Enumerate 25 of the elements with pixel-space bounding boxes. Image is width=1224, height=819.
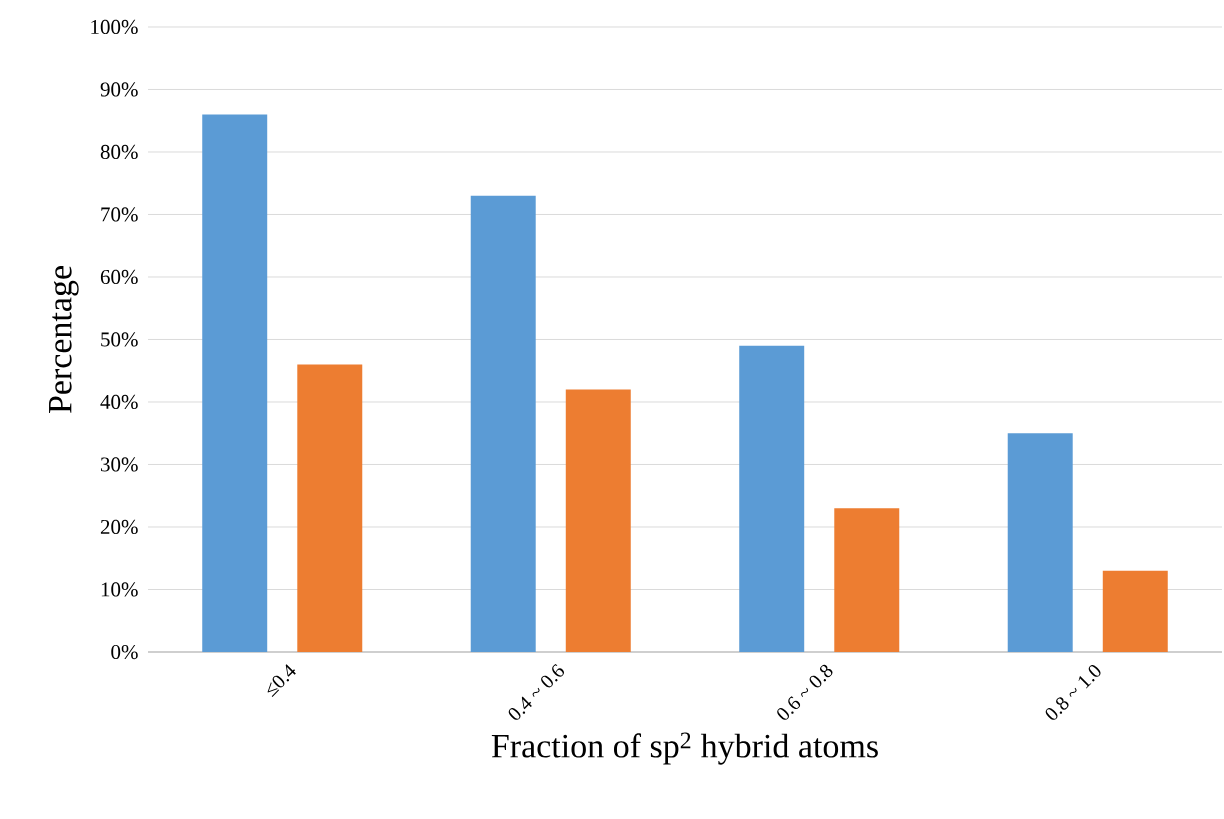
x-tick-label: 0.6 ~ 0.8 — [777, 664, 833, 720]
y-tick-label: 90% — [100, 82, 138, 97]
bar — [739, 345, 805, 652]
y-tick-label: 100% — [91, 19, 138, 35]
y-tick-label: 60% — [100, 269, 138, 285]
bar — [470, 195, 536, 652]
y-tick-label: 20% — [100, 519, 138, 535]
x-tick-label: 0.4 ~ 0.6 — [508, 663, 565, 720]
x-tick-label: ≤0.4 — [267, 664, 296, 697]
y-tick-label: 50% — [101, 332, 138, 347]
x-tick-label: 0.8 ~ 1.0 — [1045, 665, 1101, 720]
bar — [1102, 570, 1168, 652]
y-tick-label: 0% — [111, 644, 138, 660]
x-axis-title: Fraction of sp$^{2}$ hybrid atoms — [491, 732, 878, 765]
y-tick-label: 10% — [101, 582, 138, 597]
bar — [565, 389, 631, 652]
bar — [202, 114, 268, 652]
y-tick-label: 80% — [100, 144, 138, 160]
y-tick-label: 30% — [100, 457, 138, 472]
bar — [1007, 433, 1073, 652]
bar — [834, 508, 900, 652]
y-tick-label: 40% — [100, 394, 138, 410]
y-tick-label: 70% — [101, 207, 138, 222]
y-axis-title: Percentage — [49, 266, 79, 414]
bar — [297, 364, 363, 652]
